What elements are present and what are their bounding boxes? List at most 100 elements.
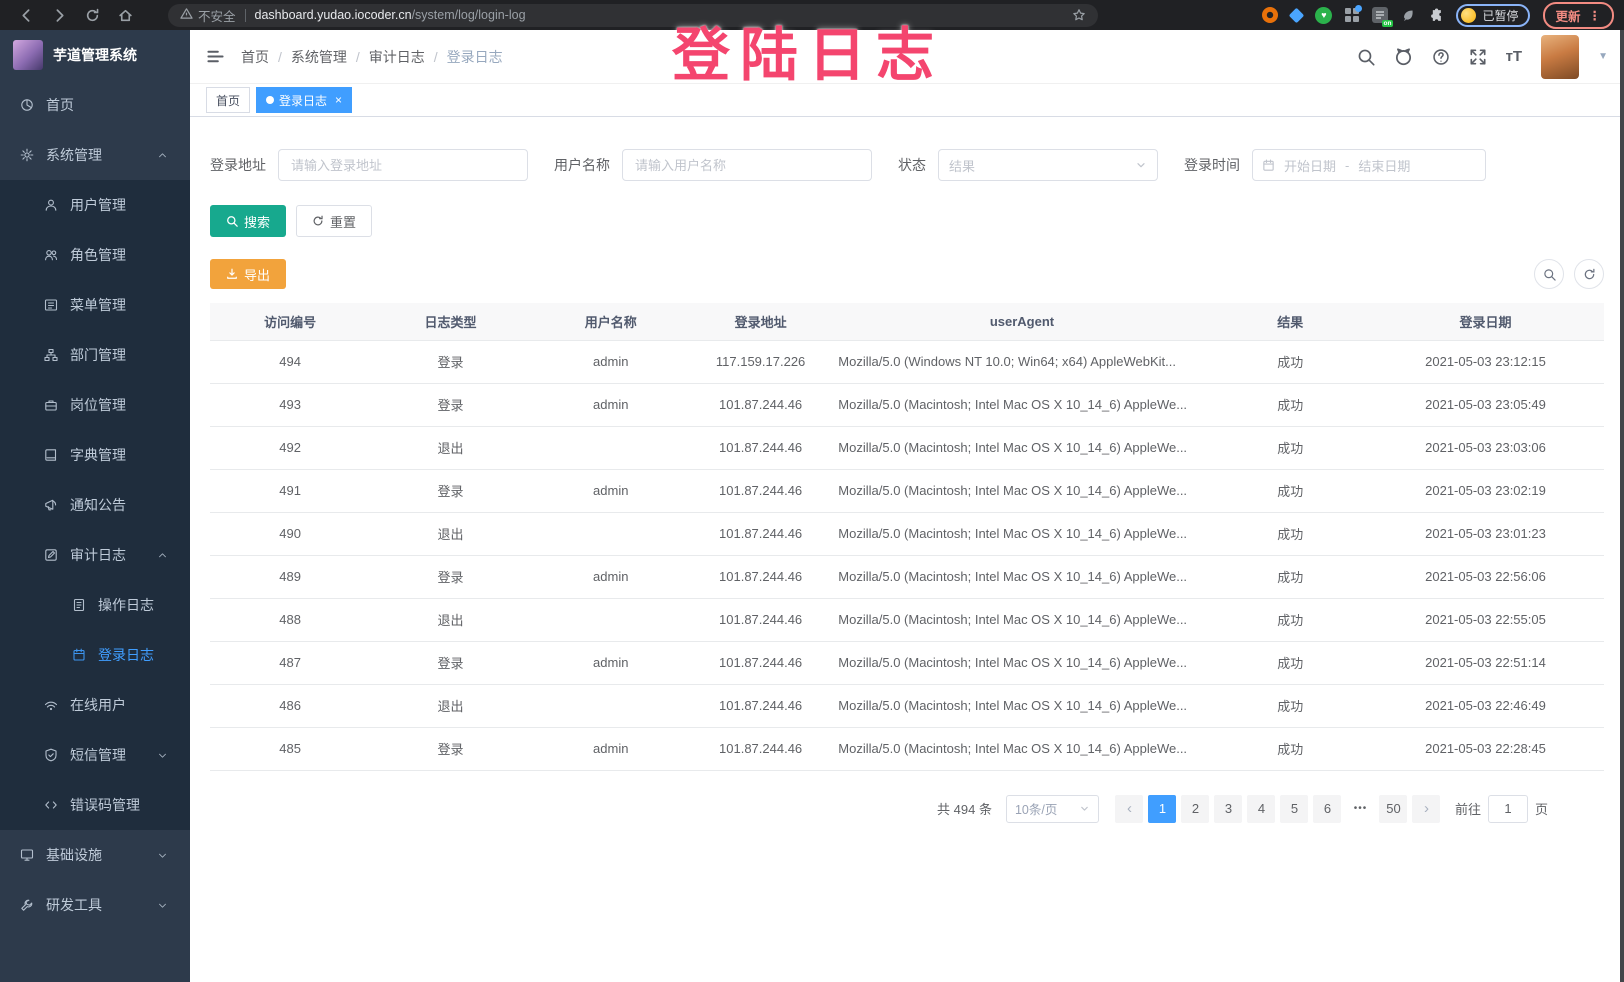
paused-extension-badge[interactable]: 已暂停 [1456,3,1531,27]
table-cell: 2021-05-03 22:56:06 [1366,555,1604,599]
sidebar-menu: 首页 系统管理 用户管理 角色管理菜单管理部门管理岗位管理 字典管理 通知公告 审计日志 操作… [0,80,190,930]
security-warning[interactable]: 不安全 [180,6,236,25]
hide-search-button[interactable] [1534,259,1564,289]
search-icon [226,215,238,227]
font-size-icon[interactable]: тT [1505,48,1523,65]
username-input[interactable] [622,149,872,181]
page-size-select[interactable]: 10条/页 [1005,794,1099,823]
reload-icon[interactable] [85,8,100,23]
tag-active[interactable]: 登录日志 × [256,87,353,113]
tag-item[interactable]: 首页 [206,87,251,113]
table-cell: 成功 [1213,598,1367,642]
login-address-input[interactable] [278,149,528,181]
avatar[interactable] [1541,34,1580,79]
sidebar-item-login-log[interactable]: 登录日志 [0,630,190,680]
sidebar-item-notice[interactable]: 通知公告 [0,480,190,530]
user-icon [44,198,58,212]
more-pages-button[interactable]: ••• [1353,803,1368,814]
forward-icon[interactable] [52,8,67,23]
url-bar[interactable]: 不安全 dashboard.yudao.iocoder.cn /system/l… [168,3,1098,27]
sidebar-item-label: 在线用户 [70,697,126,713]
sidebar-item-infra[interactable]: 基础设施 [0,830,190,880]
prev-page-button[interactable]: ‹ [1115,794,1144,823]
home-icon[interactable] [118,8,133,23]
refresh-button[interactable] [1574,259,1604,289]
search-form: 登录地址 用户名称 状态 结果 登录时间 [210,149,1604,181]
ext-orange-icon[interactable] [1262,7,1279,23]
bookmark-star-icon[interactable] [1072,8,1086,22]
table-cell: Mozilla/5.0 (Windows NT 10.0; Win64; x64… [830,340,1214,384]
sidebar-item-dict-mgmt[interactable]: 字典管理 [0,430,190,480]
back-icon[interactable] [19,8,34,23]
search-icon[interactable] [1357,48,1375,66]
sidebar-item-label: 菜单管理 [70,297,126,313]
page-button[interactable]: 4 [1247,794,1276,823]
page-button[interactable]: 50 [1379,794,1408,823]
table-row: 491 登录 admin 101.87.244.46 Mozilla/5.0 (Maci… [210,469,1604,513]
fullscreen-icon[interactable] [1469,48,1487,66]
table-cell: 101.87.244.46 [690,684,831,728]
sidebar-item-system[interactable]: 系统管理 [0,130,190,180]
page-button[interactable]: 5 [1280,794,1309,823]
ext-grid-icon[interactable] [1345,5,1363,22]
table-cell: 101.87.244.46 [690,727,831,771]
breadcrumb: 首页 / 系统管理 / 审计日志 / 登录日志 [241,47,503,67]
sidebar-item-online-user[interactable]: 在线用户 [0,680,190,730]
username-label: 用户名称 [554,157,610,173]
search-button[interactable]: 搜索 [210,205,287,237]
page-button[interactable]: 1 [1148,794,1177,823]
table-cell: 退出 [370,684,531,728]
sidebar-item-dept-mgmt[interactable]: 部门管理 [0,330,190,380]
goto-page-input[interactable] [1487,794,1528,823]
page-button[interactable]: 3 [1214,794,1243,823]
sidebar-item-role-mgmt[interactable]: 角色管理 [0,230,190,280]
sidebar-item-operate-log[interactable]: 操作日志 [0,580,190,630]
scrollbar[interactable] [1620,30,1624,982]
ext-leaf-icon[interactable] [1401,8,1415,22]
sidebar-item-menu-mgmt[interactable]: 菜单管理 [0,280,190,330]
page-button[interactable]: 2 [1181,794,1210,823]
chevron-down-icon[interactable]: ▼ [1598,51,1608,62]
help-icon[interactable] [1432,48,1450,66]
sidebar-item-label: 部门管理 [70,347,126,363]
browser-menu-icon[interactable]: ⋮ [1588,8,1602,23]
table-cell: 成功 [1213,383,1367,427]
sidebar-item-user-mgmt[interactable]: 用户管理 [0,180,190,230]
breadcrumb-item[interactable]: 审计日志 [368,48,425,65]
table-cell: 登录 [370,383,531,427]
table-cell [530,684,691,728]
sidebar-item-post-mgmt[interactable]: 岗位管理 [0,380,190,430]
table-cell: 488 [210,598,371,642]
table-cell: 493 [210,383,371,427]
update-button[interactable]: 更新 ⋮ [1543,1,1614,29]
export-button[interactable]: 导出 [210,259,287,289]
table-cell: 101.87.244.46 [690,512,831,556]
table-cell: 成功 [1213,426,1367,470]
sidebar-item-audit-log[interactable]: 审计日志 [0,530,190,580]
table-cell: 2021-05-03 22:55:05 [1366,598,1604,642]
date-range-picker[interactable]: 开始日期 - 结束日期 [1252,149,1486,181]
page-button[interactable]: 6 [1313,794,1342,823]
sidebar-item-dev-tools[interactable]: 研发工具 [0,880,190,930]
status-select[interactable]: 结果 [938,149,1158,181]
audit-icon [44,548,58,562]
table-row: 489 登录 admin 101.87.244.46 Mozilla/5.0 (Maci… [210,555,1604,599]
app-logo[interactable]: 芋道管理系统 [0,30,190,80]
ext-puzzle-icon[interactable] [1428,8,1443,23]
next-page-button[interactable]: › [1412,794,1441,823]
close-icon[interactable]: × [335,93,343,107]
ext-list-icon[interactable]: on [1372,7,1394,27]
hamburger-icon[interactable] [206,47,225,66]
table-cell: 2021-05-03 23:01:23 [1366,512,1604,556]
github-icon[interactable] [1394,47,1413,66]
table-cell: 2021-05-03 23:12:15 [1366,340,1604,384]
ext-green-icon[interactable]: ♥ [1315,6,1333,24]
breadcrumb-item[interactable]: 首页 [241,48,269,65]
field-login-time: 登录时间 开始日期 - 结束日期 [1184,149,1486,181]
reset-button[interactable]: 重置 [296,205,373,237]
sidebar-item-error-code[interactable]: 错误码管理 [0,780,190,830]
breadcrumb-item[interactable]: 系统管理 [290,48,347,65]
sidebar-item-home[interactable]: 首页 [0,80,190,130]
sidebar-item-sms-mgmt[interactable]: 短信管理 [0,730,190,780]
ext-blue-icon[interactable] [1289,7,1305,23]
